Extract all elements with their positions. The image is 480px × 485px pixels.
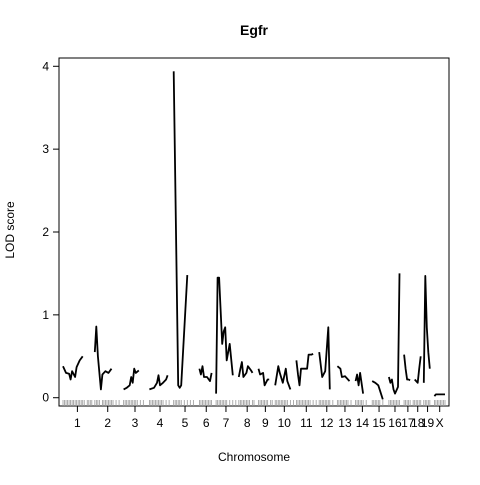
y-tick-label: 2: [42, 225, 49, 239]
chart-title: Egfr: [240, 22, 269, 38]
x-tick-label: 3: [132, 416, 139, 430]
x-tick-label: 18: [411, 416, 425, 430]
lod-line-chr-16: [388, 273, 401, 395]
y-tick-label: 1: [42, 308, 49, 322]
y-axis-label: LOD score: [3, 201, 17, 259]
lod-line-chr-6: [198, 365, 213, 383]
lod-line-chr-13: [336, 365, 351, 382]
lod-line-chr-9: [257, 368, 270, 387]
x-tick-label: 10: [278, 416, 292, 430]
lod-line-chr-1: [62, 355, 84, 381]
lod-series: [62, 71, 445, 400]
lod-line-chr-11: [295, 353, 314, 387]
x-tick-label: 9: [262, 416, 269, 430]
lod-line-chr-4: [149, 374, 169, 391]
lod-line-chr-15: [371, 380, 384, 400]
y-tick-label: 3: [42, 142, 49, 156]
x-tick-label: 5: [182, 416, 189, 430]
lod-line-chr-3: [123, 367, 140, 391]
marker-rug: [62, 400, 446, 406]
x-tick-label: 1: [74, 416, 81, 430]
x-tick-label: 19: [421, 416, 435, 430]
x-tick-label: 15: [372, 416, 386, 430]
y-tick-label: 4: [42, 59, 49, 73]
x-tick-label: 4: [157, 416, 164, 430]
x-tick-label: 6: [203, 416, 210, 430]
lod-line-chr-18: [414, 356, 422, 384]
x-tick-label: X: [436, 416, 444, 430]
lod-line-chr-19: [422, 274, 431, 383]
lod-line-chr-5: [172, 71, 189, 389]
lod-line-chr-8: [237, 361, 254, 378]
x-axis-label: Chromosome: [218, 450, 290, 464]
x-tick-label: 14: [356, 416, 370, 430]
x-tick-label: 11: [300, 416, 313, 430]
x-tick-label: 16: [388, 416, 402, 430]
lod-line-chr-10: [274, 365, 292, 390]
x-tick-label: 13: [338, 416, 352, 430]
x-tick-label: 7: [223, 416, 230, 430]
lod-line-chr-17: [403, 354, 411, 382]
x-tick-label: 12: [320, 416, 334, 430]
lod-line-chr-X: [433, 393, 445, 397]
plot-frame: [58, 57, 450, 407]
lod-line-chr-12: [318, 326, 331, 390]
y-axis: 0 1 2 3 4: [42, 59, 59, 405]
x-tick-label: 8: [244, 416, 251, 430]
x-tick-label: 17: [401, 416, 415, 430]
lod-line-chr-7: [215, 276, 234, 394]
x-tick-label: 2: [104, 416, 111, 430]
y-tick-label: 0: [42, 391, 49, 405]
lod-line-chr-14: [354, 371, 364, 394]
lod-line-chr-2: [93, 325, 113, 391]
